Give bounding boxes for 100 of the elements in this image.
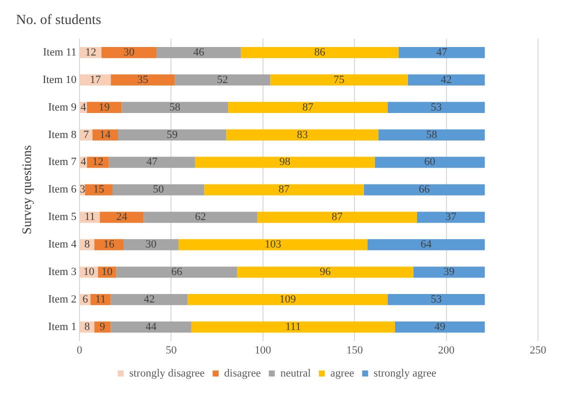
bar xyxy=(228,102,388,113)
bar xyxy=(416,212,485,223)
data-label: 3 xyxy=(80,184,86,196)
data-label: 103 xyxy=(264,238,282,251)
data-label: 17 xyxy=(90,74,102,86)
data-label: 8 xyxy=(84,238,90,251)
bar xyxy=(110,322,192,333)
bar xyxy=(191,322,395,333)
data-label: 44 xyxy=(146,320,158,333)
bar xyxy=(110,74,175,86)
data-label: 59 xyxy=(166,128,178,141)
data-label: 96 xyxy=(320,266,332,278)
bar xyxy=(178,239,368,250)
y-tick-label: Item 3 xyxy=(48,266,77,278)
data-label: 87 xyxy=(302,101,314,114)
bar xyxy=(144,212,258,223)
data-label: 58 xyxy=(169,101,181,114)
legend-label: agree xyxy=(330,367,354,380)
x-tick-label: 0 xyxy=(76,344,83,356)
bar xyxy=(257,212,417,223)
bar xyxy=(102,46,157,58)
data-label: 30 xyxy=(124,46,136,58)
data-label: 14 xyxy=(100,128,112,141)
x-tick-label: 200 xyxy=(438,344,456,356)
x-tick-label: 50 xyxy=(166,344,178,356)
data-label: 62 xyxy=(195,211,206,224)
data-label: 11 xyxy=(84,211,96,224)
data-label: 109 xyxy=(279,294,296,306)
data-label: 60 xyxy=(424,156,436,168)
data-label: 87 xyxy=(278,184,290,196)
data-label: 75 xyxy=(334,74,346,86)
data-label: 86 xyxy=(314,46,326,58)
data-label: 8 xyxy=(84,320,90,333)
data-label: 4 xyxy=(80,101,87,114)
bar xyxy=(364,184,485,196)
y-tick-label: Item 6 xyxy=(48,184,77,196)
data-label: 12 xyxy=(92,156,104,168)
y-tick-label: Item 11 xyxy=(43,46,77,58)
bar xyxy=(388,102,485,113)
x-tick-label: 250 xyxy=(530,344,547,356)
chart-title: No. of students xyxy=(16,13,102,28)
data-label: 16 xyxy=(103,238,115,251)
bar xyxy=(112,184,204,196)
bar xyxy=(174,74,270,86)
bar xyxy=(80,212,100,223)
y-tick-label: Item 5 xyxy=(48,211,77,224)
bar xyxy=(195,156,375,168)
data-label: 11 xyxy=(95,294,106,306)
bar xyxy=(116,266,238,278)
bar xyxy=(226,129,378,140)
bar xyxy=(374,156,485,168)
bar xyxy=(367,239,485,250)
legend-label: strongly disagree xyxy=(129,367,205,380)
data-label: 53 xyxy=(430,294,442,306)
data-label: 10 xyxy=(83,266,95,278)
bar xyxy=(118,129,226,140)
legend-label: neutral xyxy=(280,367,311,380)
bar xyxy=(110,294,188,306)
data-label: 87 xyxy=(332,211,344,224)
bar xyxy=(204,184,364,196)
bar xyxy=(156,46,241,58)
data-label: 4 xyxy=(80,156,87,168)
y-tick-label: Item 1 xyxy=(48,320,77,333)
data-label: 66 xyxy=(171,266,183,278)
data-label: 12 xyxy=(85,46,96,58)
bar xyxy=(270,74,408,86)
bar xyxy=(124,239,179,250)
data-label: 47 xyxy=(436,46,448,58)
bar xyxy=(408,74,485,86)
bar xyxy=(100,212,144,223)
data-label: 24 xyxy=(116,211,128,224)
y-tick-label: Item 8 xyxy=(48,128,77,141)
data-label: 42 xyxy=(440,74,452,86)
bar xyxy=(413,266,485,278)
data-label: 6 xyxy=(82,294,89,306)
bar xyxy=(388,294,485,306)
data-label: 58 xyxy=(426,128,438,141)
data-label: 39 xyxy=(444,266,456,278)
data-label: 66 xyxy=(418,184,430,196)
data-label: 98 xyxy=(279,156,291,168)
data-label: 7 xyxy=(83,128,90,141)
data-label: 42 xyxy=(144,294,155,306)
bar xyxy=(398,46,485,58)
y-tick-label: Item 4 xyxy=(48,238,77,251)
y-tick-label: Item 2 xyxy=(48,294,77,306)
bar xyxy=(108,156,196,168)
data-label: 35 xyxy=(137,74,149,86)
data-label: 83 xyxy=(296,128,308,141)
data-label: 19 xyxy=(98,101,110,114)
y-tick-label: Item 10 xyxy=(42,74,77,86)
data-label: 30 xyxy=(146,238,158,251)
data-label: 52 xyxy=(217,74,228,86)
bar xyxy=(188,294,388,306)
data-label: 15 xyxy=(93,184,105,196)
data-label: 64 xyxy=(420,238,432,251)
data-label: 111 xyxy=(285,320,302,333)
bar xyxy=(240,46,399,58)
data-label: 49 xyxy=(434,320,446,333)
bar xyxy=(394,322,485,333)
legend-label: strongly agree xyxy=(374,367,436,380)
